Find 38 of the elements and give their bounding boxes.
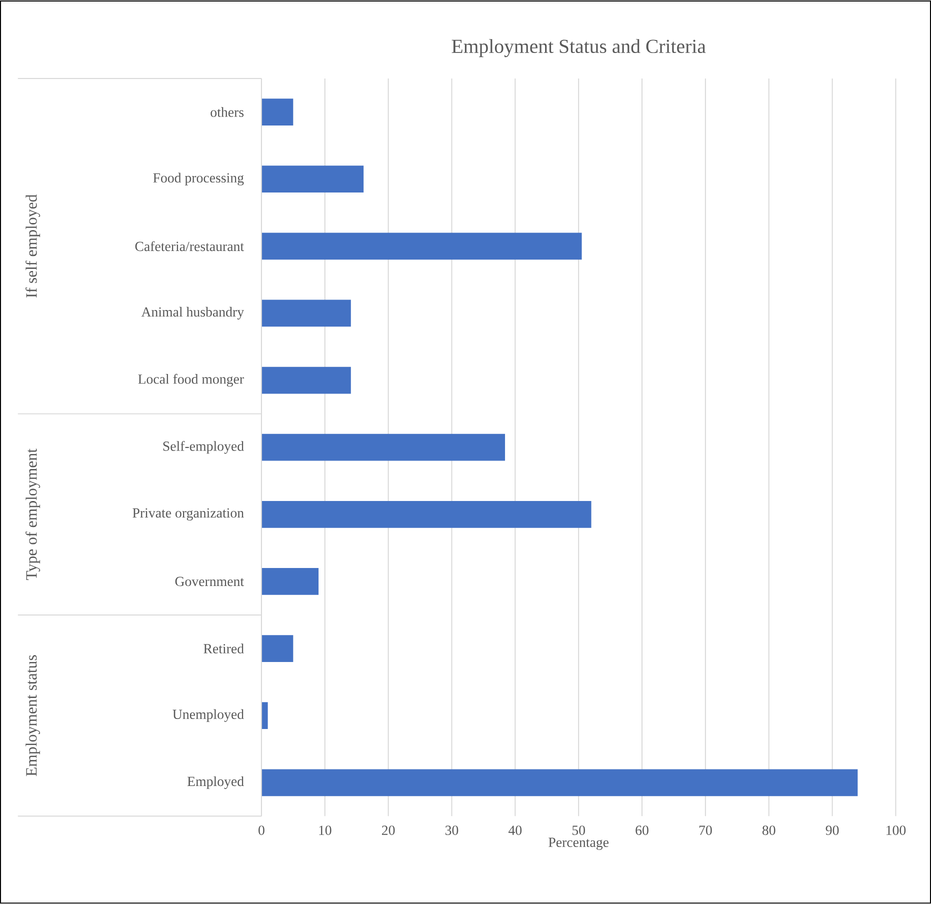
text: If self employed <box>26 194 40 298</box>
x-tick-label: 30 <box>445 826 458 836</box>
x-tick-label: 60 <box>636 826 648 836</box>
x-tick-label: 20 <box>382 826 395 836</box>
x-tick-label: 50 <box>572 826 585 836</box>
y-tick-label: Retired <box>204 644 244 654</box>
bar <box>261 434 506 461</box>
bar <box>261 367 351 394</box>
y-tick-label: Self-employed <box>163 441 244 454</box>
y-tick-label: Government <box>175 576 244 586</box>
y-tick-label: Local food monger <box>138 374 244 387</box>
chart-title: Employment Status and Criteria <box>452 39 706 58</box>
bar <box>261 501 592 528</box>
bar <box>261 769 858 796</box>
x-axis-title: Percentage <box>548 838 609 850</box>
x-tick-label: 90 <box>826 826 839 836</box>
x-tick-label: 10 <box>319 826 332 836</box>
bar <box>261 702 268 730</box>
y-tick-label: Cafeteria/restaurant <box>135 241 244 252</box>
x-tick-label: 40 <box>508 826 522 836</box>
y-tick-label: Food processing <box>153 172 244 186</box>
x-tick-label: 0 <box>258 826 264 836</box>
y-tick-label: Unemployed <box>172 709 244 722</box>
bar <box>261 98 294 126</box>
text: Type of employment <box>26 448 40 580</box>
y-tick-label: Animal husbandry <box>141 307 244 320</box>
bar <box>261 300 351 327</box>
x-tick-label: 100 <box>886 826 906 836</box>
x-tick-label: 70 <box>699 826 712 836</box>
y-tick-label: Employed <box>187 776 244 790</box>
y-tick-label: Private organization <box>132 508 244 521</box>
bar <box>261 232 582 260</box>
y-tick-label: others <box>210 107 244 118</box>
bar <box>261 166 364 193</box>
bar <box>261 635 294 662</box>
x-tick-label: 80 <box>762 826 776 836</box>
bar <box>261 568 319 596</box>
text: Employment status <box>26 655 40 776</box>
